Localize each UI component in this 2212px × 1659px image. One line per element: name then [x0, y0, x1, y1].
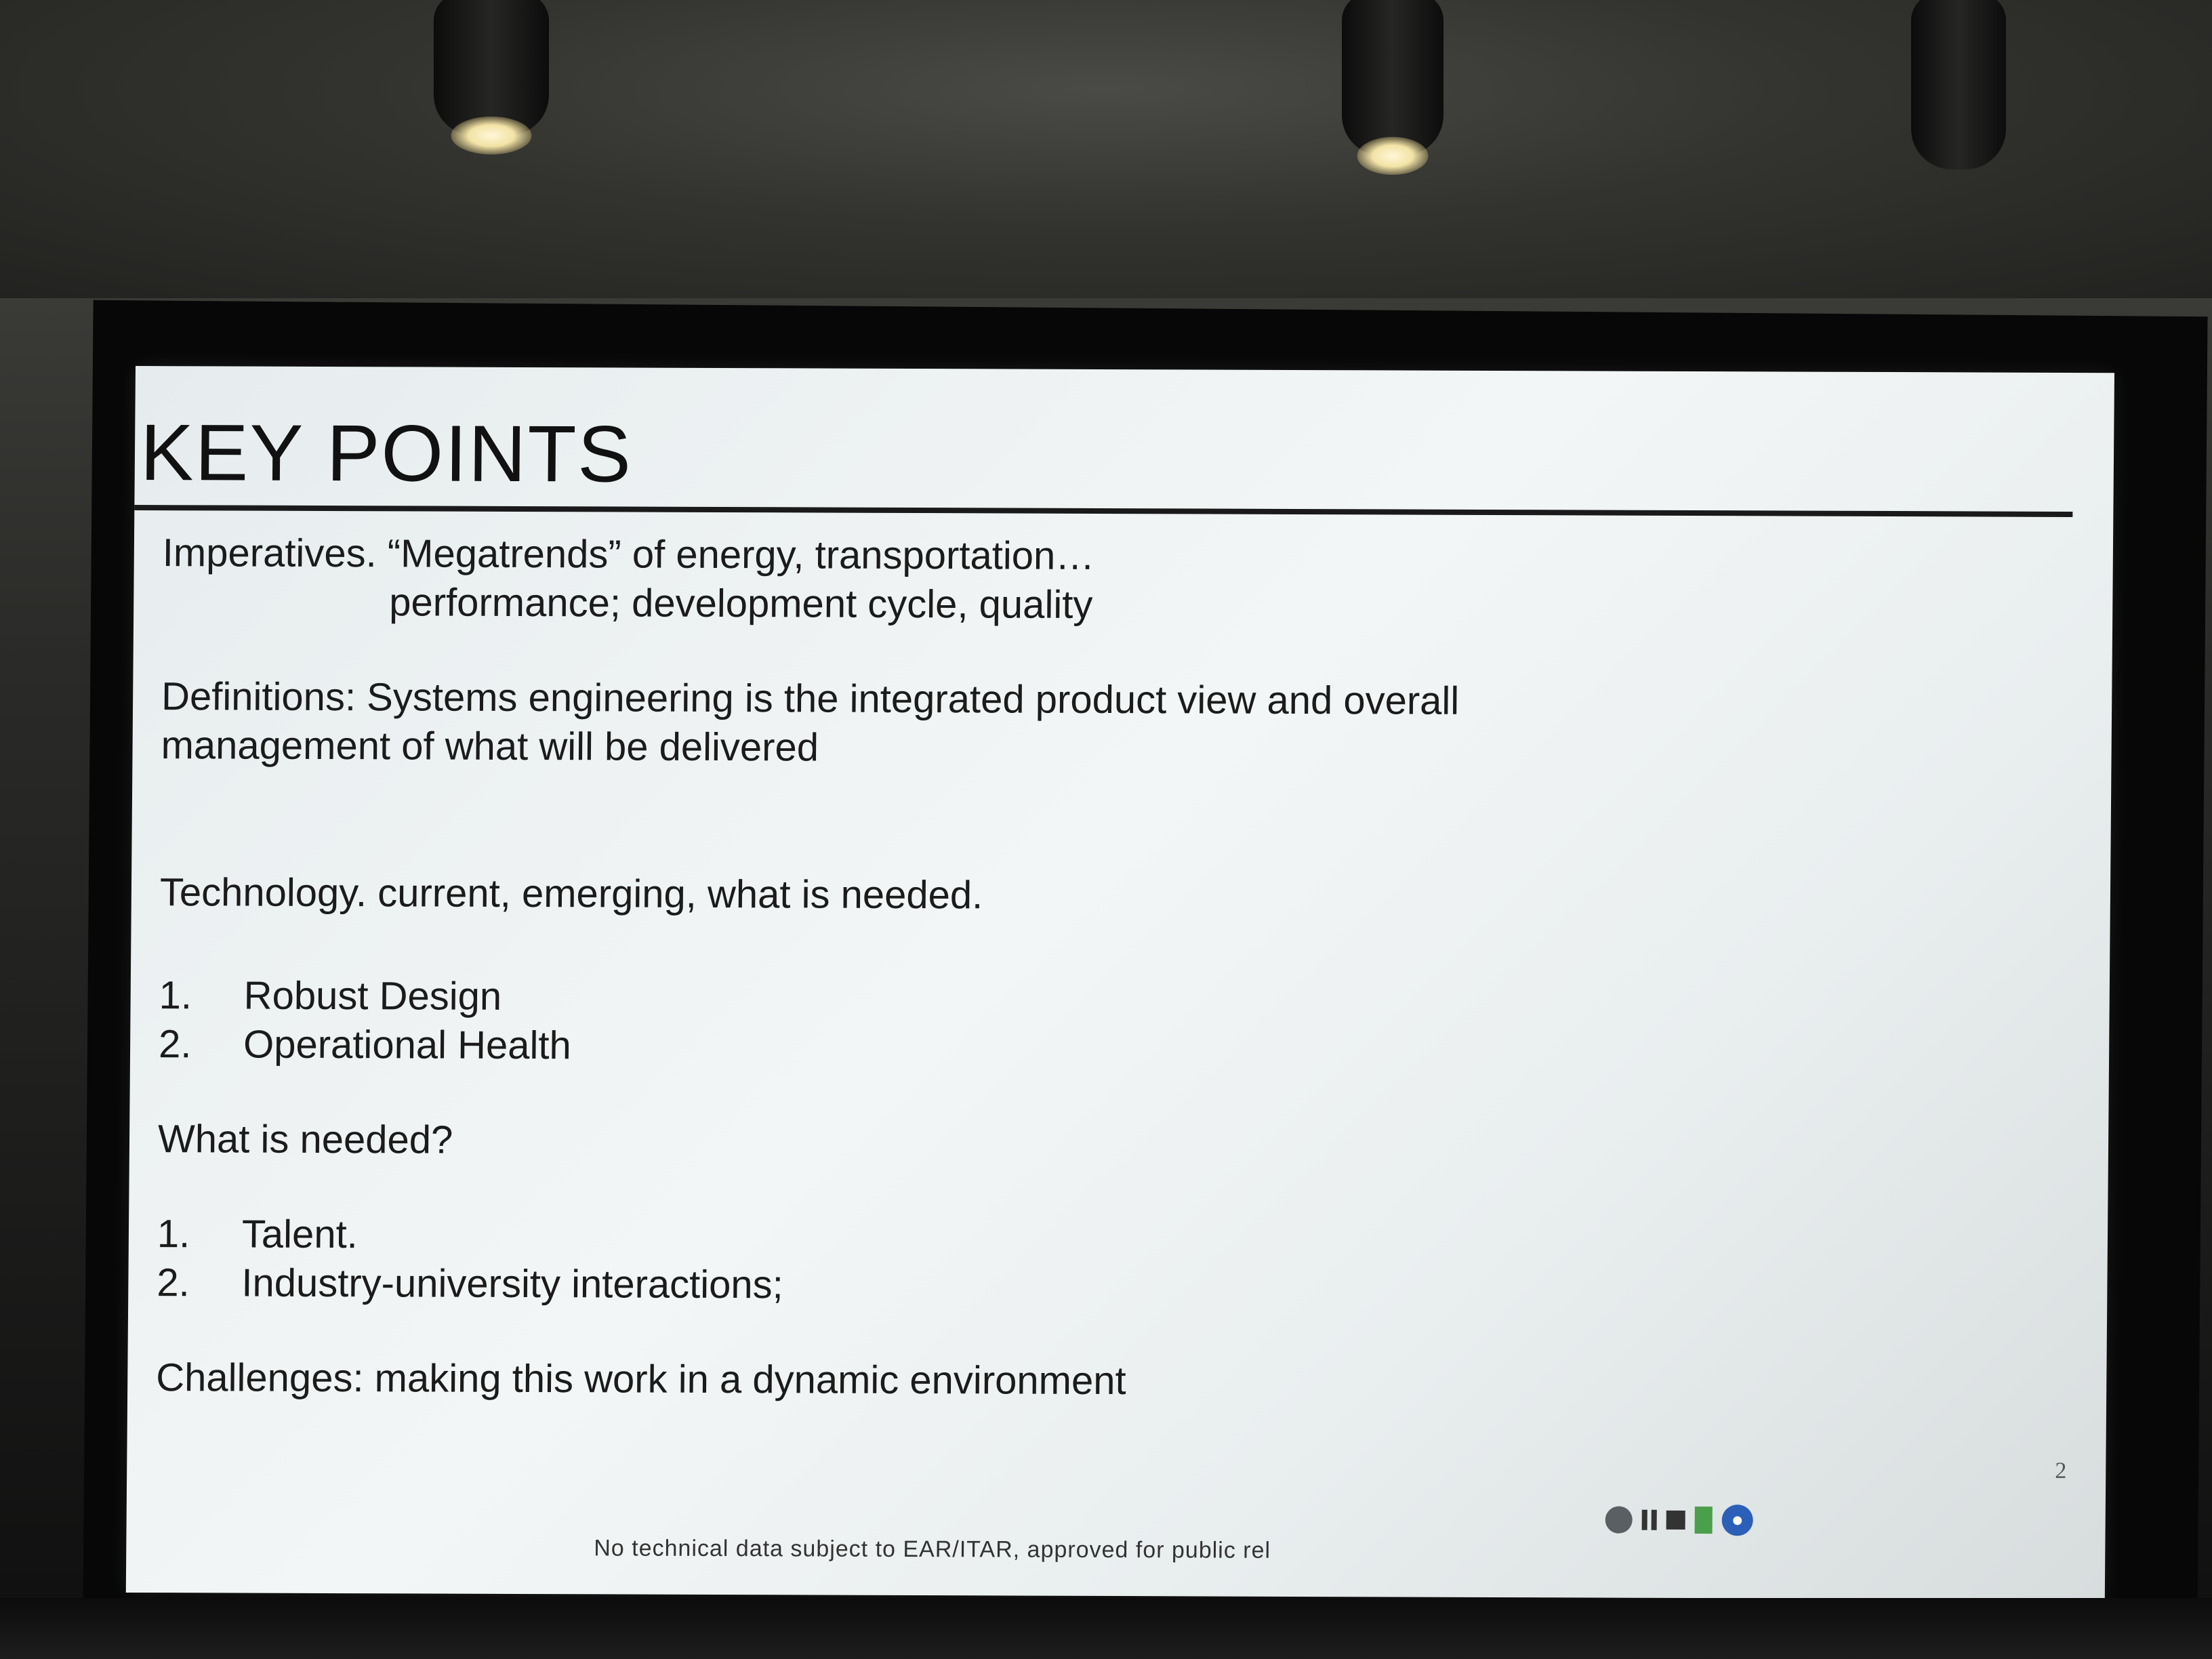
slide-page-number: 2 — [2055, 1458, 2067, 1483]
definitions-line-2: management of what will be delivered — [161, 723, 819, 770]
list-item: 2. Operational Health — [159, 1020, 2043, 1076]
list-number: 1. — [157, 1212, 190, 1256]
ceiling — [0, 0, 2212, 298]
slide-footer: No technical data subject to EAR/ITAR, a… — [594, 1535, 1271, 1563]
ceiling-light-left — [434, 0, 549, 155]
pause-icon[interactable] — [1641, 1509, 1657, 1530]
list-item: 2. Industry-university interactions; — [157, 1258, 2041, 1314]
light-glow — [451, 117, 532, 155]
technology-line: Technology. current, emerging, what is n… — [159, 870, 983, 918]
battery-icon — [1694, 1507, 1713, 1534]
projector-screen: KEY POINTS Imperatives. “Megatrends” of … — [125, 366, 2115, 1600]
list-number: 1. — [159, 973, 192, 1018]
list-text: Robust Design — [243, 973, 502, 1019]
list-text: Operational Health — [243, 1022, 572, 1068]
needed-list: 1. Talent. 2. Industry-university intera… — [157, 1210, 2041, 1314]
title-divider — [134, 504, 2073, 517]
ceiling-light-center — [1342, 0, 1443, 175]
slide-title: KEY POINTS — [140, 408, 633, 499]
list-number: 2. — [158, 1022, 192, 1067]
list-item: 1. Talent. — [157, 1210, 2042, 1265]
imperatives-line-1: Imperatives. “Megatrends” of energy, tra… — [162, 531, 1095, 578]
challenges-line: Challenges: making this work in a dynami… — [156, 1355, 1126, 1404]
needed-heading: What is needed? — [157, 1117, 453, 1162]
presenter-toolbar: ● — [1605, 1504, 1753, 1536]
app-icon[interactable]: ● — [1721, 1504, 1753, 1536]
definitions-line-1: Definitions: Systems engineering is the … — [161, 674, 1460, 723]
room-floor — [0, 1598, 2212, 1659]
light-glow — [1357, 137, 1429, 175]
slide-body: Imperatives. “Megatrends” of energy, tra… — [156, 529, 2047, 1409]
ceiling-light-right — [1911, 0, 2006, 169]
imperatives-line-2: performance; development cycle, quality — [389, 580, 1093, 627]
list-number: 2. — [157, 1261, 190, 1305]
list-item: 1. Robust Design — [159, 971, 2043, 1027]
list-text: Talent. — [241, 1212, 359, 1257]
record-icon[interactable] — [1605, 1506, 1633, 1534]
list-text: Industry-university interactions; — [241, 1261, 784, 1307]
technology-list: 1. Robust Design 2. Operational Health — [159, 971, 2043, 1076]
stop-icon[interactable] — [1666, 1510, 1685, 1530]
